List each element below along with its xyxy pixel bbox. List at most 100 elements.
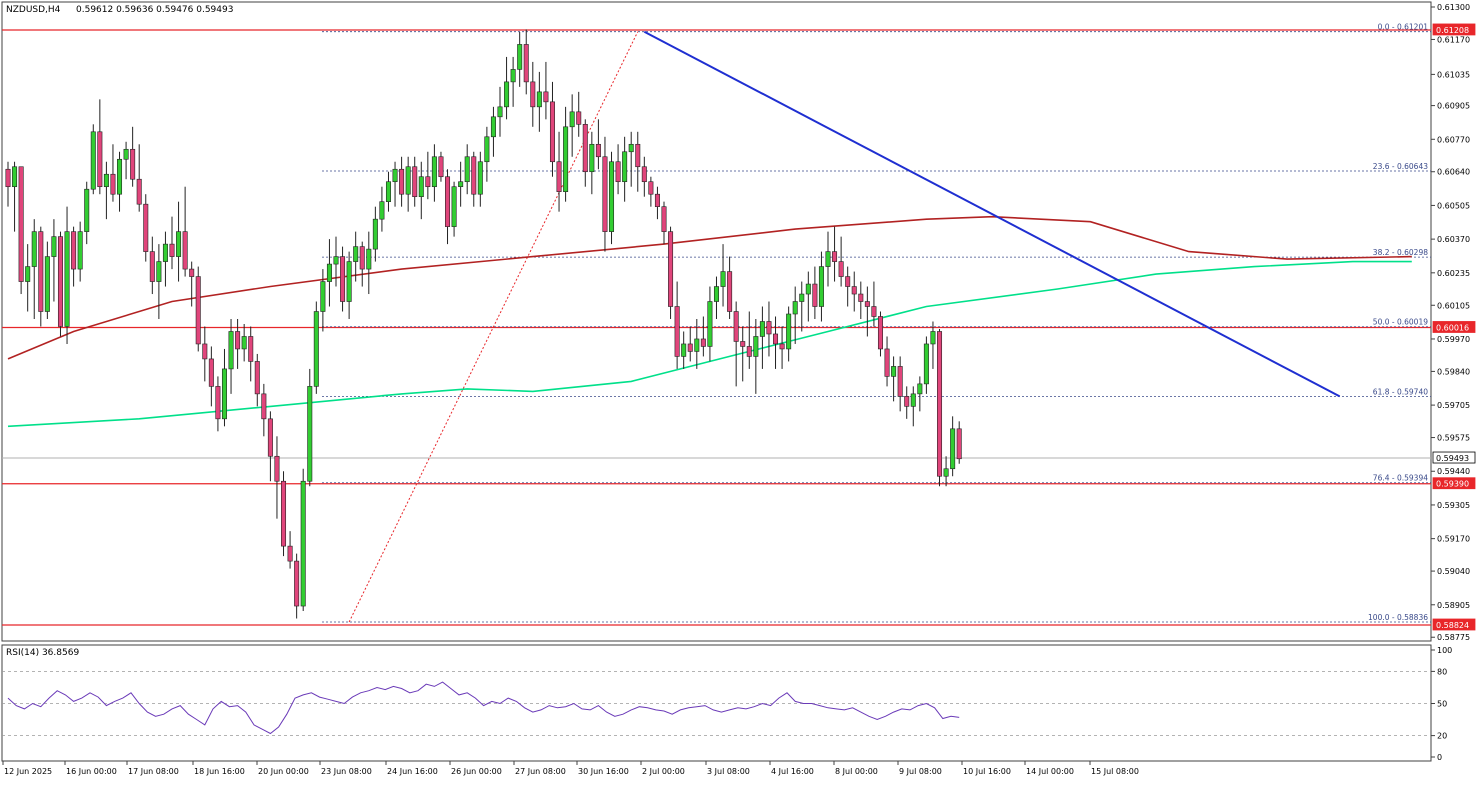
candle-body <box>563 126 569 193</box>
candle-body <box>136 178 142 205</box>
candle-body <box>294 560 300 607</box>
x-tick-label: 10 Jul 16:00 <box>963 767 1011 776</box>
candle <box>707 286 713 362</box>
fib-anchor-line[interactable] <box>348 31 639 623</box>
candle <box>510 56 516 107</box>
y-tick-label: 0.60105 <box>1437 301 1470 310</box>
fib-level-label: 23.6 - 0.60643 <box>1373 162 1428 171</box>
candle <box>38 226 44 327</box>
y-tick-label: 0.59040 <box>1437 567 1470 576</box>
candle <box>445 169 451 245</box>
candle-body <box>884 348 890 377</box>
price-tag-label: 0.61208 <box>1436 26 1469 35</box>
y-tick-label: 0.59840 <box>1437 367 1470 376</box>
candle-body <box>504 81 510 108</box>
candle <box>635 131 641 192</box>
candle <box>891 356 897 402</box>
x-tick-label: 23 Jun 08:00 <box>321 767 372 776</box>
candle <box>123 141 129 180</box>
x-tick-label: 2 Jul 00:00 <box>642 767 685 776</box>
candle-body <box>189 268 195 277</box>
candle-body <box>359 246 365 270</box>
candle <box>281 471 287 557</box>
candle <box>746 311 752 369</box>
y-tick-label: 0.59305 <box>1437 501 1470 510</box>
candle <box>346 251 352 319</box>
candle <box>57 231 63 337</box>
candle-body <box>313 311 319 387</box>
candle <box>51 219 57 302</box>
price-tag-label: 0.59493 <box>1436 454 1469 463</box>
candle <box>871 281 877 327</box>
candle <box>431 144 437 202</box>
x-tick-label: 18 Jun 16:00 <box>194 767 245 776</box>
x-tick-label: 24 Jun 16:00 <box>387 767 438 776</box>
candle <box>18 166 24 295</box>
candle-body <box>556 161 562 193</box>
candle <box>261 383 267 437</box>
candle-body <box>917 383 923 395</box>
candle <box>202 326 208 382</box>
candle <box>825 231 831 287</box>
y-tick-label: 0.60370 <box>1437 235 1470 244</box>
candle-body <box>956 428 962 460</box>
candle-body <box>97 131 103 188</box>
candle <box>779 326 785 369</box>
candle <box>536 71 542 132</box>
rsi-tick-label: 20 <box>1437 732 1447 741</box>
candle-body <box>950 428 956 470</box>
candle-body <box>759 321 765 337</box>
candle <box>372 206 378 262</box>
candle-body <box>267 418 273 457</box>
candle-body <box>143 203 149 252</box>
bearish-trendline[interactable] <box>643 30 1341 398</box>
price-tag-box <box>1432 477 1476 490</box>
candle-body <box>445 176 451 227</box>
main-pane-border <box>1 1 1432 642</box>
candle <box>287 531 293 569</box>
price-tag-box <box>1432 23 1476 36</box>
header-symbol-timeframe: NZDUSD,H4 <box>6 5 61 15</box>
candle-body <box>635 143 641 168</box>
candle <box>458 161 464 207</box>
candle-body <box>602 156 608 232</box>
candle-body <box>215 386 221 420</box>
candle-body <box>149 251 155 282</box>
candle-body <box>340 256 346 302</box>
candle <box>307 368 313 487</box>
candle-body <box>412 166 418 197</box>
x-tick-label: 27 Jun 08:00 <box>515 767 566 776</box>
price-tag-box <box>1432 618 1476 631</box>
candle <box>792 286 798 344</box>
candle <box>733 301 739 387</box>
y-tick-label: 0.58775 <box>1437 633 1470 642</box>
candle <box>727 256 733 319</box>
candle-body <box>228 331 234 370</box>
candle <box>766 301 772 357</box>
candle-body <box>71 231 77 270</box>
candle <box>615 144 621 195</box>
candle-body <box>897 366 903 397</box>
candle-body <box>654 193 660 207</box>
candle <box>25 244 31 312</box>
candle <box>654 186 660 220</box>
candle <box>412 156 418 207</box>
y-tick-label: 0.60905 <box>1437 102 1470 111</box>
candle-body <box>477 161 483 195</box>
candle <box>385 171 391 212</box>
candle-body <box>746 346 752 357</box>
candle <box>5 161 11 207</box>
candle-body <box>57 236 63 327</box>
candle-body <box>838 261 844 277</box>
candle <box>149 236 155 295</box>
candle <box>359 241 365 287</box>
candle-body <box>438 156 444 178</box>
candle <box>622 136 628 202</box>
candle-body <box>31 231 37 267</box>
candle <box>379 186 385 232</box>
candle <box>576 91 582 137</box>
candle-body <box>740 341 746 347</box>
candle-body <box>300 480 306 607</box>
candle-body <box>471 156 477 195</box>
